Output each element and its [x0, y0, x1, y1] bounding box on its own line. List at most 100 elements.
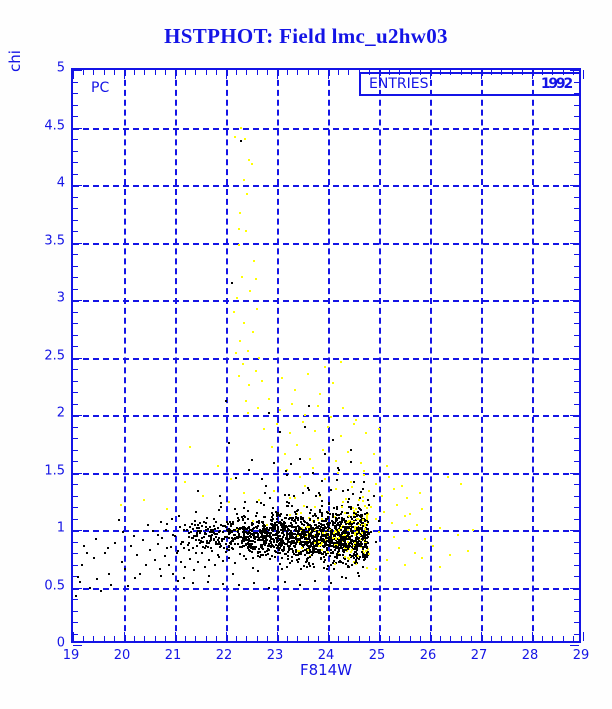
data-point — [309, 548, 312, 551]
data-point — [286, 513, 289, 516]
data-point — [329, 545, 332, 548]
data-point — [362, 537, 365, 540]
data-point — [363, 558, 366, 561]
data-point — [348, 537, 351, 539]
data-point — [264, 553, 267, 556]
data-point — [184, 480, 187, 483]
data-point — [349, 508, 352, 511]
data-point — [312, 521, 315, 524]
y-axis-minor-tick — [574, 104, 579, 106]
data-point — [457, 533, 460, 536]
data-point — [349, 521, 352, 524]
y-axis-minor-tick — [574, 495, 579, 497]
x-tick-label: 20 — [113, 648, 131, 663]
data-point — [266, 548, 269, 551]
data-point — [258, 499, 261, 502]
x-axis-tick — [124, 632, 125, 641]
data-point — [340, 504, 343, 507]
data-point — [274, 556, 277, 559]
data-point — [204, 521, 207, 524]
x-axis-tick — [124, 70, 125, 79]
data-point — [296, 560, 299, 563]
data-point — [238, 545, 241, 548]
data-point — [293, 544, 296, 547]
x-axis-tick — [175, 632, 176, 641]
data-point — [334, 538, 337, 541]
data-point — [301, 517, 304, 520]
data-point — [249, 289, 252, 292]
data-point — [217, 554, 220, 557]
data-point — [287, 551, 290, 554]
data-point — [343, 527, 346, 530]
data-point — [247, 158, 250, 161]
data-point — [319, 535, 322, 538]
data-point — [219, 546, 222, 549]
data-point — [337, 533, 340, 536]
data-point — [346, 544, 349, 547]
data-point — [326, 535, 329, 538]
y-axis-title: chi — [6, 50, 24, 72]
data-point — [296, 533, 299, 536]
data-point — [183, 577, 186, 580]
data-point — [275, 547, 278, 550]
data-point — [169, 546, 172, 549]
y-axis-minor-tick — [73, 288, 78, 290]
data-point — [361, 527, 364, 530]
data-point — [333, 548, 336, 551]
data-point — [349, 556, 352, 559]
data-point — [355, 540, 358, 543]
data-point — [114, 541, 117, 544]
data-point — [290, 548, 293, 551]
data-point — [200, 539, 203, 542]
grid-line-vertical — [277, 70, 279, 641]
data-point — [331, 541, 334, 544]
data-point — [218, 494, 221, 497]
data-point — [330, 530, 333, 533]
data-point — [156, 542, 159, 545]
x-axis-tick — [583, 70, 584, 79]
data-point — [279, 547, 282, 550]
data-point — [290, 505, 293, 508]
y-axis-minor-tick — [73, 392, 78, 393]
data-point — [329, 522, 332, 525]
data-point — [269, 535, 272, 538]
data-point — [317, 543, 320, 546]
data-point — [263, 543, 266, 546]
data-point — [304, 553, 307, 556]
data-point — [347, 542, 350, 545]
data-point — [273, 540, 276, 543]
y-axis-minor-tick — [574, 265, 579, 267]
data-point — [355, 553, 358, 556]
data-point — [360, 542, 363, 545]
x-axis-tick — [73, 70, 74, 79]
data-point — [248, 532, 251, 535]
y-axis-tick — [570, 242, 579, 244]
data-point — [343, 529, 346, 532]
data-point — [337, 528, 340, 531]
data-point — [317, 544, 320, 547]
data-point — [285, 530, 288, 533]
grid-line-vertical — [328, 70, 330, 641]
data-point — [329, 489, 332, 492]
data-point — [253, 545, 256, 548]
data-point — [307, 517, 310, 520]
data-point — [338, 554, 341, 557]
data-point — [361, 529, 364, 532]
data-point — [266, 533, 269, 536]
y-axis-minor-tick — [73, 553, 78, 554]
data-point — [400, 485, 403, 488]
data-point — [304, 531, 307, 534]
data-point — [313, 506, 316, 509]
data-point — [336, 541, 339, 544]
data-point — [308, 488, 311, 491]
data-point — [290, 519, 293, 522]
data-point — [393, 487, 396, 490]
data-point — [467, 549, 470, 552]
data-point — [318, 508, 321, 511]
data-point — [360, 462, 363, 465]
data-point — [280, 519, 283, 522]
data-point — [298, 476, 301, 479]
y-axis-minor-tick — [73, 323, 78, 324]
data-point — [308, 546, 311, 549]
data-point — [333, 544, 336, 547]
